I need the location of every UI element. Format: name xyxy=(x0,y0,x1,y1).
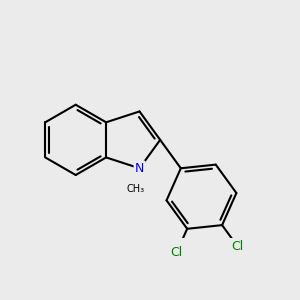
Text: N: N xyxy=(135,162,144,175)
Text: Cl: Cl xyxy=(170,246,183,260)
Text: Cl: Cl xyxy=(232,240,244,253)
Text: CH₃: CH₃ xyxy=(127,184,145,194)
